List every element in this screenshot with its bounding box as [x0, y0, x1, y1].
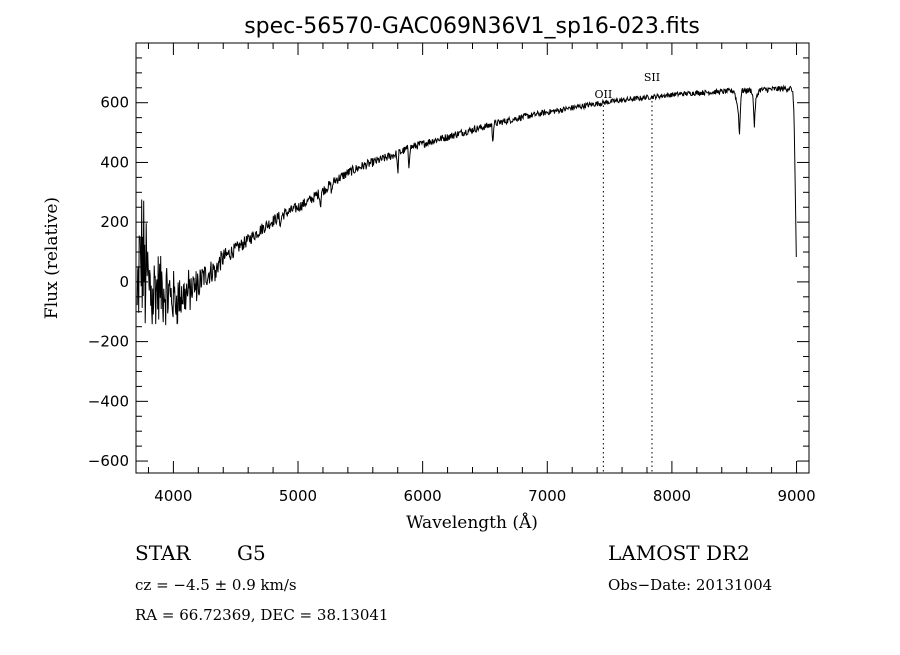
y-axis: 600 400 200 0 −200 −400 −600 [88, 57, 809, 470]
object-class: STAR [135, 541, 191, 565]
x-tick-label: 6000 [404, 487, 442, 505]
spectral-line-label: SII [644, 71, 660, 84]
y-tick-label: 200 [100, 213, 129, 231]
y-axis-label: Flux (relative) [42, 197, 62, 319]
x-axis-label: Wavelength (Å) [406, 512, 538, 533]
x-tick-label: 9000 [777, 487, 815, 505]
coordinates: RA = 66.72369, DEC = 38.13041 [135, 606, 388, 624]
x-tick-label: 4000 [154, 487, 192, 505]
spectral-line-label: OII [595, 88, 613, 101]
object-subclass: G5 [237, 541, 266, 565]
x-tick-label: 5000 [279, 487, 317, 505]
x-tick-label: 8000 [653, 487, 691, 505]
y-tick-label: 0 [119, 273, 129, 291]
plot-frame [135, 42, 810, 474]
survey-name: LAMOST DR2 [608, 541, 750, 565]
obs-date: Obs−Date: 20131004 [608, 576, 772, 594]
x-axis: 4000 5000 6000 7000 8000 9000 [147, 43, 816, 505]
spectrum-line [136, 84, 797, 326]
y-tick-label: −600 [88, 452, 129, 470]
spectral-line-markers: OII SII [595, 71, 660, 473]
spectrum-series [136, 84, 797, 326]
y-tick-label: 400 [100, 153, 129, 171]
y-tick-label: −400 [88, 392, 129, 410]
x-tick-label: 7000 [528, 487, 566, 505]
y-tick-label: −200 [88, 333, 129, 351]
chart-title: spec-56570-GAC069N36V1_sp16-023.fits [244, 14, 700, 39]
redshift-text: cz = −4.5 ± 0.9 km/s [135, 576, 297, 594]
y-tick-label: 600 [100, 94, 129, 112]
